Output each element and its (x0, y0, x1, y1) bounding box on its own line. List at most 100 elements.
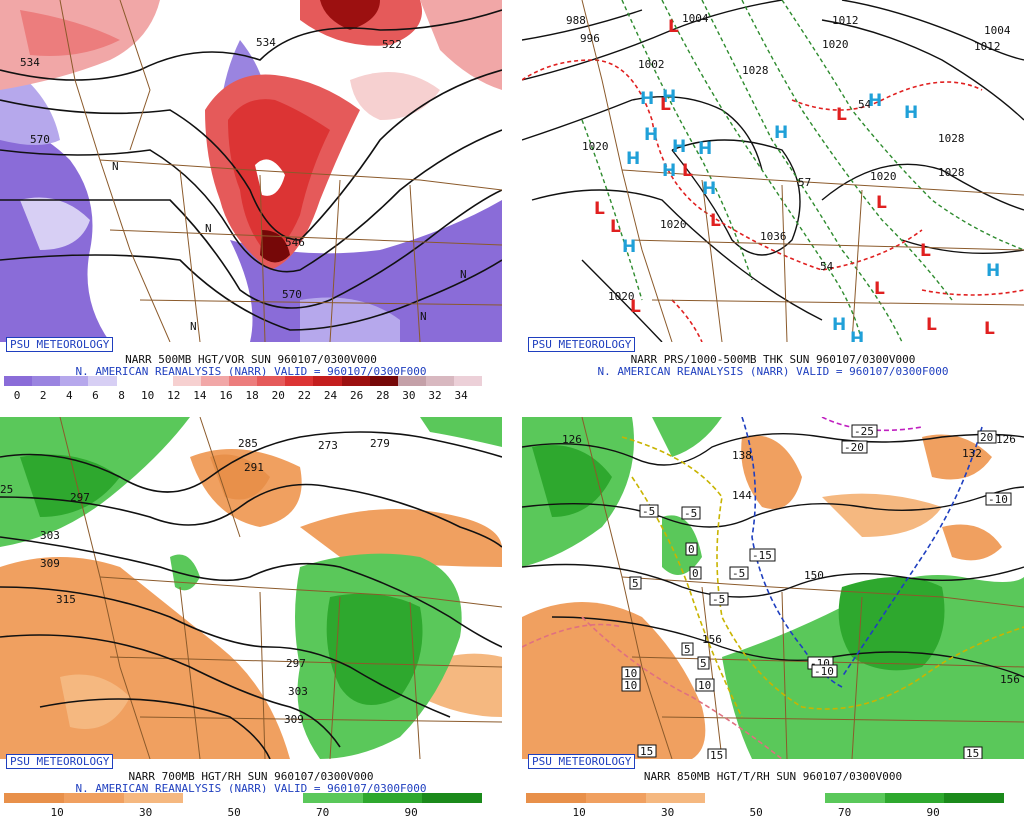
svg-text:10: 10 (624, 679, 637, 692)
thickness-label: 57 (798, 176, 811, 189)
isobar-label: 1012 (832, 14, 859, 27)
isobar-label: 1012 (974, 40, 1001, 53)
temperature-label: 0 (685, 542, 698, 556)
colorbar-segment (229, 376, 258, 386)
height-label: 303 (40, 529, 60, 542)
svg-text:-15: -15 (752, 549, 772, 562)
isobar-label: 988 (566, 14, 586, 27)
colorbar-tick-label: 14 (193, 389, 207, 402)
svg-text:-5: -5 (684, 507, 697, 520)
colorbar-segment (369, 376, 398, 386)
low-pressure-marker: L (630, 297, 641, 317)
height-label: 273 (318, 439, 338, 452)
isobar-label: 1020 (660, 218, 687, 231)
colorbar-segment (302, 793, 363, 803)
colorbar-tick-label: 12 (167, 389, 181, 402)
colorbar-segment (243, 793, 303, 803)
height-label: 291 (244, 461, 264, 474)
svg-text:-5: -5 (732, 567, 745, 580)
vorticity-n-marker: N (112, 160, 119, 173)
high-pressure-marker: H (672, 137, 686, 157)
temperature-label: -5 (681, 506, 701, 520)
vorticity-colorbar-ticks: 0 2 4 6 8 10 12 14 16 18 20 22 24 26 28 30 32 34 (4, 389, 482, 402)
temperature-label: 0 (689, 566, 702, 580)
vorticity-n-marker: N (205, 222, 212, 235)
colorbar-tick-label: 10 (141, 389, 155, 402)
colorbar-segment (313, 376, 342, 386)
caption-valid-time: N. AMERICAN REANALYSIS (NARR) VALID = 96… (597, 365, 949, 378)
contour-label: 522 (382, 38, 402, 51)
high-pressure-marker: H (702, 179, 716, 199)
colorbar-segment (454, 376, 483, 386)
vorticity-colorbar (4, 376, 483, 386)
colorbar-tick-label: 2 (39, 389, 47, 402)
height-label: 315 (56, 593, 76, 606)
high-pressure-marker: H (626, 149, 640, 169)
colorbar-segment (4, 376, 33, 386)
colorbar-tick-label: 4 (65, 389, 73, 402)
svg-text:-10: -10 (988, 493, 1008, 506)
panel-700mb-rh: 285 291 273 279 297 303 309 315 297 303 … (0, 417, 502, 819)
low-pressure-marker: L (920, 241, 931, 261)
panel-500mb-vorticity: 534 522 546 570 534 570 N N N N N PSU ME… (0, 0, 502, 402)
caption-valid-time: N. AMERICAN REANALYSIS (NARR) VALID = 96… (75, 365, 427, 378)
isobar-label: 1004 (682, 12, 709, 25)
svg-text:0: 0 (688, 543, 695, 556)
temperature-label: 15 (707, 748, 727, 759)
colorbar-segment (341, 376, 370, 386)
colorbar-segment (88, 376, 117, 386)
colorbar-tick-label: 90 (404, 806, 418, 819)
colorbar-segment (944, 793, 1004, 803)
height-label: 303 (288, 685, 308, 698)
low-pressure-marker: L (668, 17, 679, 37)
svg-text:10: 10 (624, 667, 637, 680)
temperature-label: -10 (811, 664, 838, 678)
colorbar-segment (765, 793, 825, 803)
temperature-label: 15 (963, 746, 983, 759)
thickness-label: 54 (820, 260, 834, 273)
colorbar-tick-label: 10 (572, 806, 586, 819)
isobar-label: 1020 (582, 140, 609, 153)
colorbar-segment (32, 376, 61, 386)
colorbar-tick-label: 28 (376, 389, 390, 402)
psu-meteorology-tag: PSU METEOROLOGY (528, 754, 636, 769)
height-label: 309 (284, 713, 304, 726)
colorbar-segment (200, 376, 229, 386)
low-pressure-marker: L (984, 319, 995, 339)
colorbar-tick-label: 8 (118, 389, 125, 402)
svg-text:-5: -5 (642, 505, 655, 518)
svg-text:-20: -20 (844, 441, 864, 454)
isobar-label: 1004 (984, 24, 1011, 37)
high-pressure-marker: H (832, 315, 846, 335)
colorbar-segment (63, 793, 124, 803)
isobar-label: 1020 (608, 290, 635, 303)
colorbar-segment (172, 376, 201, 386)
colorbar-tick-label: 70 (316, 806, 330, 819)
colorbar-segment (425, 376, 454, 386)
colorbar-segment (705, 793, 765, 803)
high-pressure-marker: H (640, 89, 654, 109)
height-label: 297 (70, 491, 90, 504)
height-label: 144 (732, 489, 752, 502)
colorbar-tick-label: 30 (402, 389, 416, 402)
low-pressure-marker: L (876, 193, 887, 213)
low-pressure-marker: L (594, 199, 605, 219)
temperature-label: -5 (639, 504, 659, 518)
colorbar-tick-label: 18 (245, 389, 259, 402)
height-label: 25 (0, 483, 13, 496)
colorbar-segment (123, 793, 184, 803)
temperature-label: -5 (709, 592, 729, 606)
high-pressure-marker: H (662, 161, 676, 181)
isobar-label: 1036 (760, 230, 787, 243)
svg-text:15: 15 (640, 745, 653, 758)
temperature-label: 5 (681, 642, 694, 656)
isobar-label: 1028 (742, 64, 769, 77)
high-pressure-marker: H (698, 139, 712, 159)
vorticity-n-marker: N (460, 268, 467, 281)
high-pressure-marker: H (868, 91, 882, 111)
rh700-map: 285 291 273 279 297 303 309 315 297 303 … (0, 417, 502, 759)
colorbar-tick-label: 24 (323, 389, 338, 402)
colorbar-tick-label: 50 (749, 806, 763, 819)
rh-colorbar (4, 793, 482, 803)
rh-colorbar (526, 793, 1004, 803)
